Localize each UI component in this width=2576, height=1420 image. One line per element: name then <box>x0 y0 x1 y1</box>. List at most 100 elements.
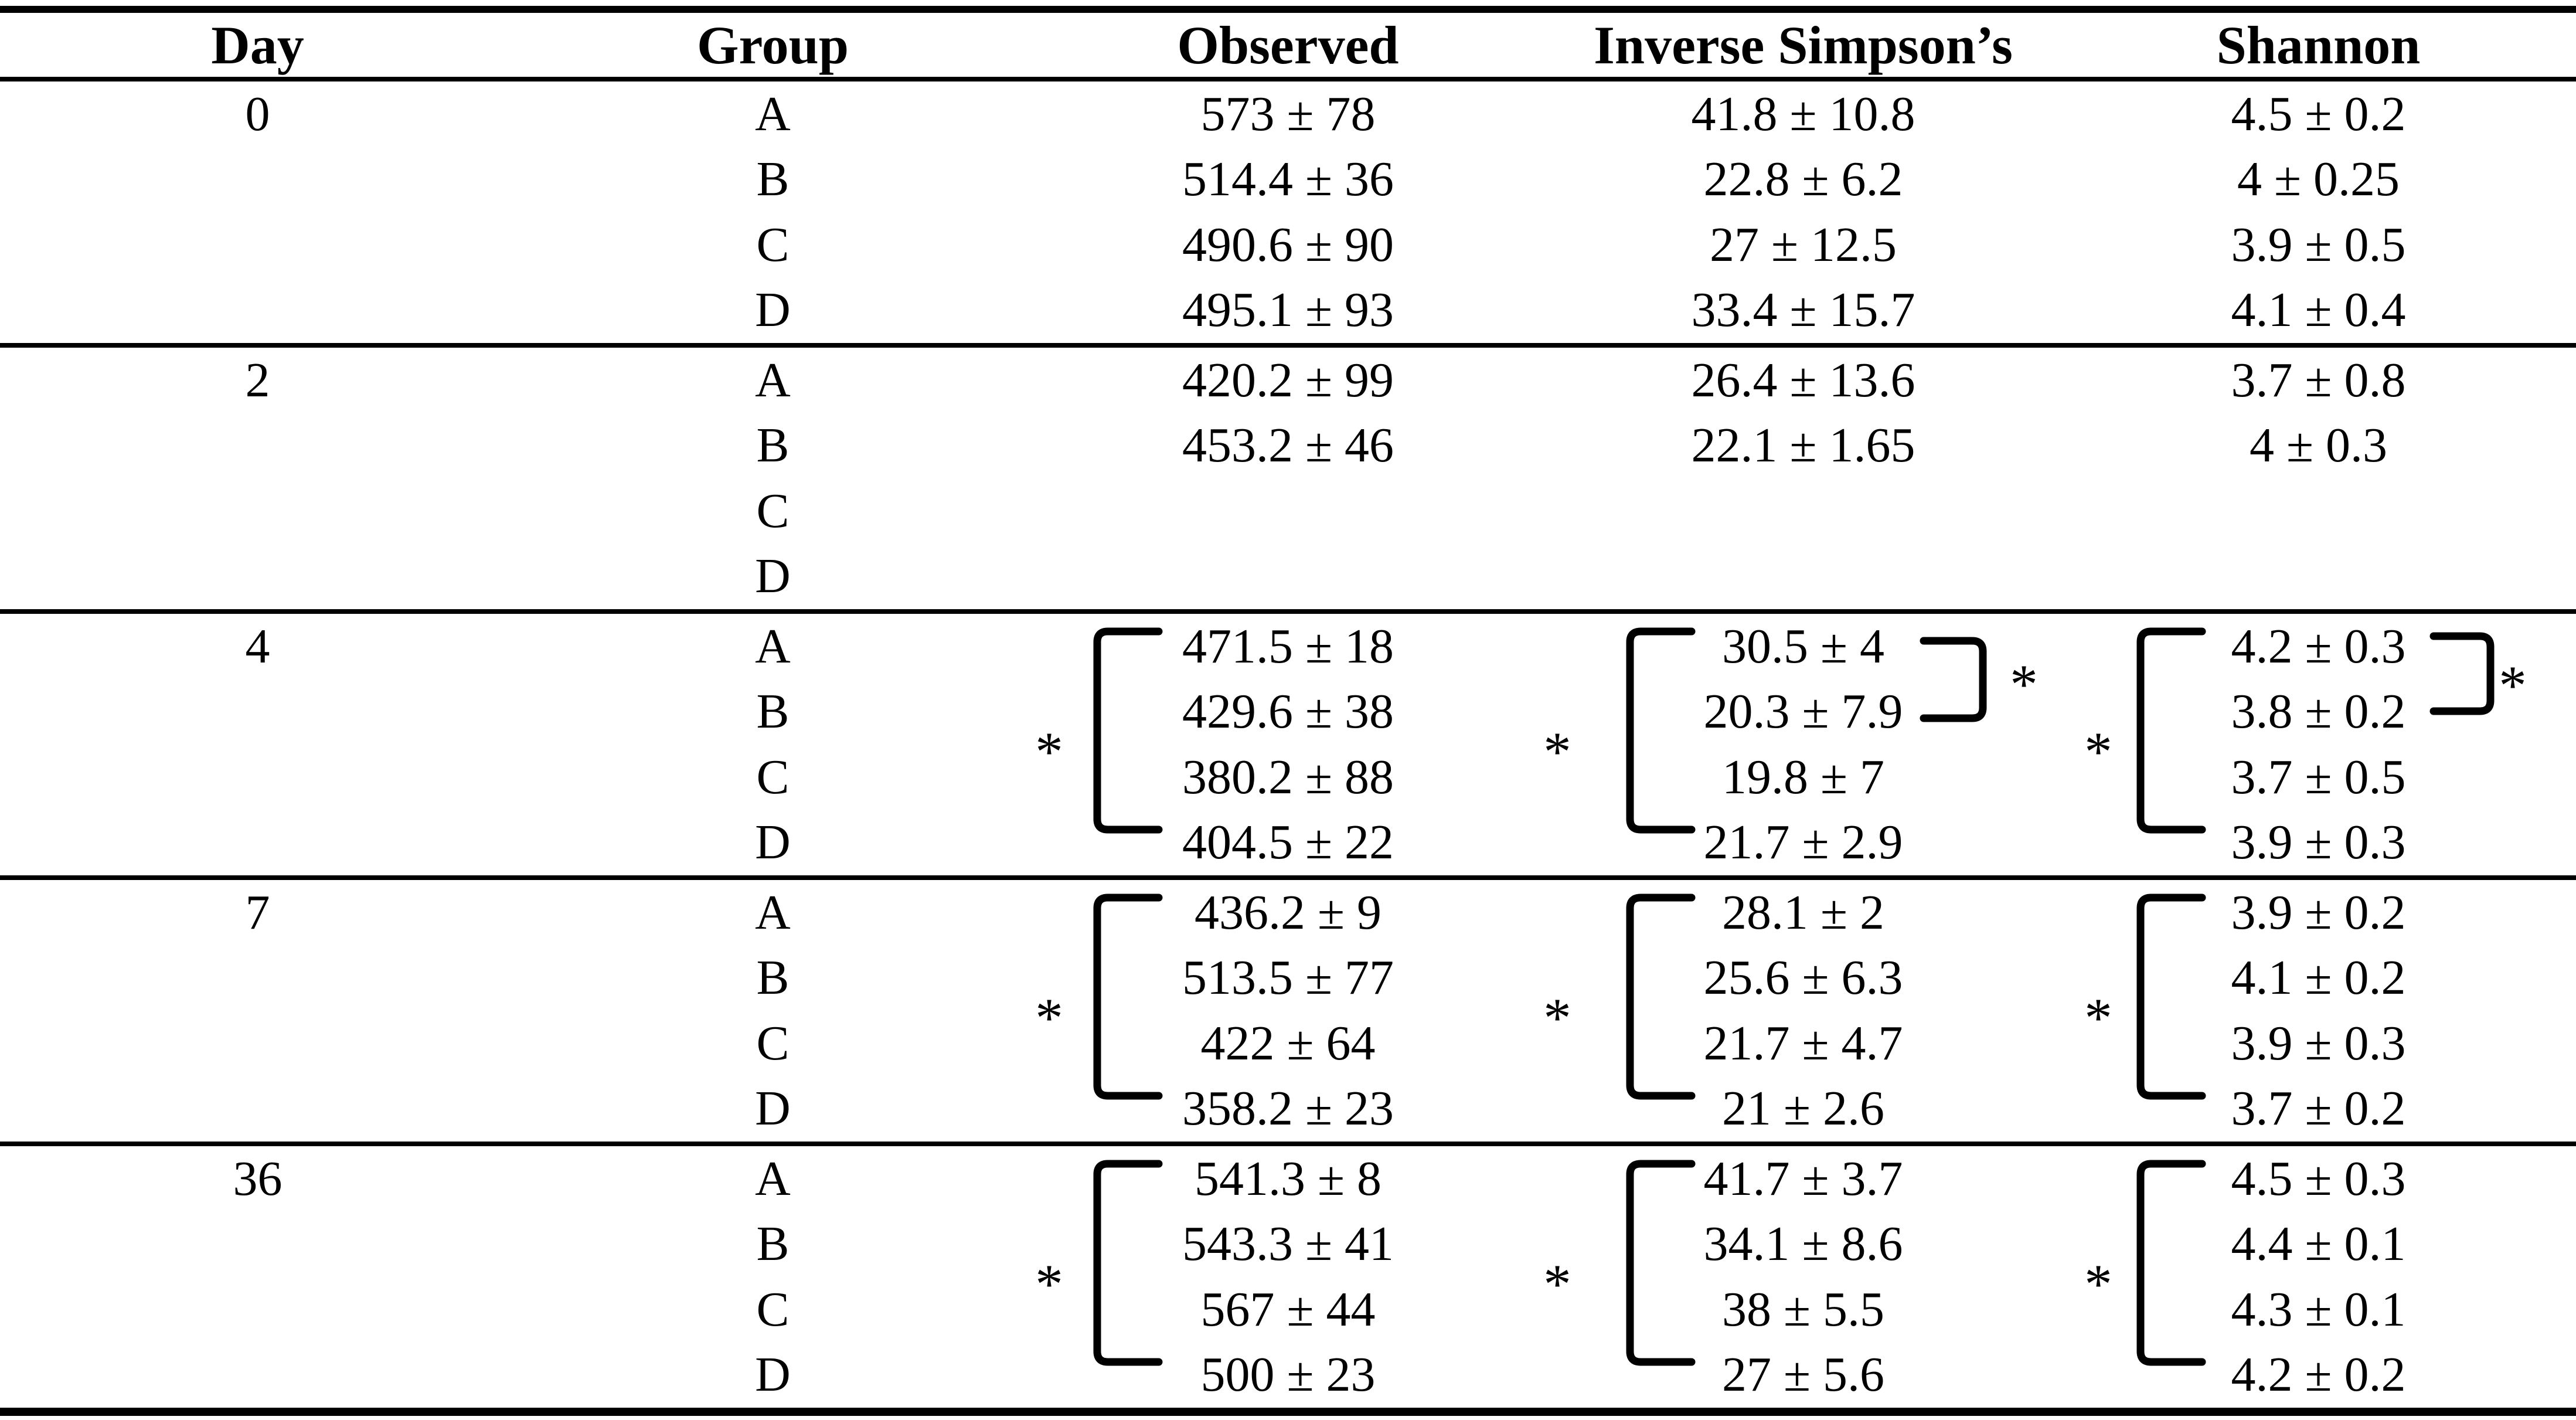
observed-value: 500 ± 23 <box>1200 1347 1376 1402</box>
group-label: A <box>755 619 791 674</box>
observed-values: 471.5 ± 18 429.6 ± 38 380.2 ± 88 404.5 ±… <box>1030 614 1546 875</box>
shannon-value: 4.3 ± 0.1 <box>2231 1282 2406 1337</box>
inverse-simpsons-value: 20.3 ± 7.9 <box>1703 684 1903 739</box>
group-label: D <box>755 549 791 604</box>
shannon-value: 4 ± 0.3 <box>2249 418 2388 473</box>
block-separator-rule <box>0 875 2576 880</box>
inverse-simpsons-value: 41.7 ± 3.7 <box>1703 1151 1903 1206</box>
shannon-values: 3.7 ± 0.8 4 ± 0.3 <box>2061 348 2576 609</box>
observed-values: 420.2 ± 99 453.2 ± 46 <box>1030 348 1546 609</box>
shannon-value: 4.5 ± 0.3 <box>2231 1151 2406 1206</box>
observed-value-empty <box>1030 544 1546 610</box>
group-label: A <box>755 885 791 940</box>
day-4-block: 4 A B C D 471.5 ± 18 429.6 ± 38 380.2 ± … <box>0 614 2576 875</box>
shannon-values: 4.5 ± 0.3 4.4 ± 0.1 4.3 ± 0.1 4.2 ± 0.2 <box>2061 1146 2576 1408</box>
group-label: B <box>756 152 790 207</box>
observed-value: 541.3 ± 8 <box>1194 1151 1382 1206</box>
group-label: B <box>756 684 790 739</box>
inverse-simpsons-value: 25.6 ± 6.3 <box>1703 950 1903 1005</box>
inverse-simpsons-value: 21.7 ± 2.9 <box>1703 815 1903 870</box>
observed-value: 422 ± 64 <box>1200 1015 1376 1071</box>
observed-value-empty <box>1030 478 1546 544</box>
observed-values: 436.2 ± 9 513.5 ± 77 422 ± 64 358.2 ± 23 <box>1030 880 1546 1142</box>
inverse-simpsons-values: 28.1 ± 2 25.6 ± 6.3 21.7 ± 4.7 21 ± 2.6 <box>1546 880 2061 1142</box>
column-header-observed: Observed <box>1177 15 1399 75</box>
inverse-simpsons-values: 41.8 ± 10.8 22.8 ± 6.2 27 ± 12.5 33.4 ± … <box>1546 81 2061 343</box>
inverse-simpsons-value-empty <box>1546 544 2061 610</box>
group-label: B <box>756 950 790 1005</box>
inverse-simpsons-value: 21 ± 2.6 <box>1721 1081 1885 1136</box>
table-top-rule <box>0 6 2576 13</box>
shannon-value-empty <box>2061 544 2576 610</box>
day-0-block: 0 A B C D 573 ± 78 514.4 ± 36 490.6 ± 90… <box>0 81 2576 343</box>
table-bottom-rule <box>0 1408 2576 1416</box>
observed-value: 543.3 ± 41 <box>1182 1217 1394 1272</box>
observed-value: 436.2 ± 9 <box>1194 885 1382 940</box>
inverse-simpsons-value: 27 ± 12.5 <box>1709 217 1897 272</box>
group-label: D <box>755 1081 791 1136</box>
observed-value: 380.2 ± 88 <box>1182 749 1394 804</box>
inverse-simpsons-value: 38 ± 5.5 <box>1721 1282 1885 1337</box>
group-label: C <box>756 217 790 272</box>
block-separator-rule <box>0 343 2576 348</box>
observed-value: 514.4 ± 36 <box>1182 152 1394 207</box>
inverse-simpsons-value: 21.7 ± 4.7 <box>1703 1015 1903 1071</box>
group-label: A <box>755 352 791 407</box>
shannon-value: 3.9 ± 0.3 <box>2231 1015 2406 1071</box>
column-header-day: Day <box>211 15 304 75</box>
observed-values: 573 ± 78 514.4 ± 36 490.6 ± 90 495.1 ± 9… <box>1030 81 1546 343</box>
day-label: 2 <box>245 352 270 407</box>
day-7-block: 7 A B C D 436.2 ± 9 513.5 ± 77 422 ± 64 … <box>0 880 2576 1142</box>
inverse-simpsons-value: 22.8 ± 6.2 <box>1703 152 1903 207</box>
day-2-block: 2 A B C D 420.2 ± 99 453.2 ± 46 26.4 ± 1… <box>0 348 2576 609</box>
block-separator-rule <box>0 609 2576 614</box>
observed-value: 495.1 ± 93 <box>1182 283 1394 338</box>
shannon-value: 3.7 ± 0.2 <box>2231 1081 2406 1136</box>
group-label: C <box>756 483 790 538</box>
shannon-value: 4.1 ± 0.2 <box>2231 950 2406 1005</box>
column-header-shannon: Shannon <box>2216 15 2421 75</box>
group-label: D <box>755 1347 791 1402</box>
observed-values: 541.3 ± 8 543.3 ± 41 567 ± 44 500 ± 23 <box>1030 1146 1546 1408</box>
observed-value: 573 ± 78 <box>1200 86 1376 141</box>
shannon-value: 3.9 ± 0.2 <box>2231 885 2406 940</box>
observed-value: 358.2 ± 23 <box>1182 1081 1394 1136</box>
day-36-block: 36 A B C D 541.3 ± 8 543.3 ± 41 567 ± 44… <box>0 1146 2576 1408</box>
group-label: D <box>755 815 791 870</box>
shannon-value: 4.2 ± 0.3 <box>2231 619 2406 674</box>
inverse-simpsons-value: 19.8 ± 7 <box>1721 749 1885 804</box>
observed-value: 429.6 ± 38 <box>1182 684 1394 739</box>
shannon-value: 4.1 ± 0.4 <box>2231 283 2406 338</box>
shannon-values: 3.9 ± 0.2 4.1 ± 0.2 3.9 ± 0.3 3.7 ± 0.2 <box>2061 880 2576 1142</box>
shannon-values: 4.2 ± 0.3 3.8 ± 0.2 3.7 ± 0.5 3.9 ± 0.3 <box>2061 614 2576 875</box>
shannon-value: 3.8 ± 0.2 <box>2231 684 2406 739</box>
group-label: A <box>755 1151 791 1206</box>
inverse-simpsons-value: 41.8 ± 10.8 <box>1691 86 1915 141</box>
observed-value: 453.2 ± 46 <box>1182 418 1394 473</box>
inverse-simpsons-value: 34.1 ± 8.6 <box>1703 1217 1903 1272</box>
observed-value: 567 ± 44 <box>1200 1282 1376 1337</box>
day-label: 0 <box>245 86 270 141</box>
group-label: C <box>756 1015 790 1071</box>
observed-value: 420.2 ± 99 <box>1182 352 1394 407</box>
shannon-value: 3.7 ± 0.5 <box>2231 749 2406 804</box>
group-label: A <box>755 86 791 141</box>
column-header-inverse-simpsons: Inverse Simpson’s <box>1594 15 2013 75</box>
observed-value: 404.5 ± 22 <box>1182 815 1394 870</box>
group-label: B <box>756 418 790 473</box>
group-label: B <box>756 1217 790 1272</box>
inverse-simpsons-values: 41.7 ± 3.7 34.1 ± 8.6 38 ± 5.5 27 ± 5.6 <box>1546 1146 2061 1408</box>
inverse-simpsons-value-empty <box>1546 478 2061 544</box>
shannon-value: 4.2 ± 0.2 <box>2231 1347 2406 1402</box>
day-label: 7 <box>245 885 270 940</box>
day-label: 36 <box>233 1151 283 1206</box>
shannon-value: 4 ± 0.25 <box>2237 152 2400 207</box>
shannon-value: 3.7 ± 0.8 <box>2231 352 2406 407</box>
inverse-simpsons-value: 28.1 ± 2 <box>1721 885 1885 940</box>
group-label: C <box>756 749 790 804</box>
shannon-value: 4.4 ± 0.1 <box>2231 1217 2406 1272</box>
inverse-simpsons-value: 33.4 ± 15.7 <box>1691 283 1915 338</box>
shannon-value: 4.5 ± 0.2 <box>2231 86 2406 141</box>
shannon-value: 3.9 ± 0.5 <box>2231 217 2406 272</box>
inverse-simpsons-value: 22.1 ± 1.65 <box>1691 418 1915 473</box>
